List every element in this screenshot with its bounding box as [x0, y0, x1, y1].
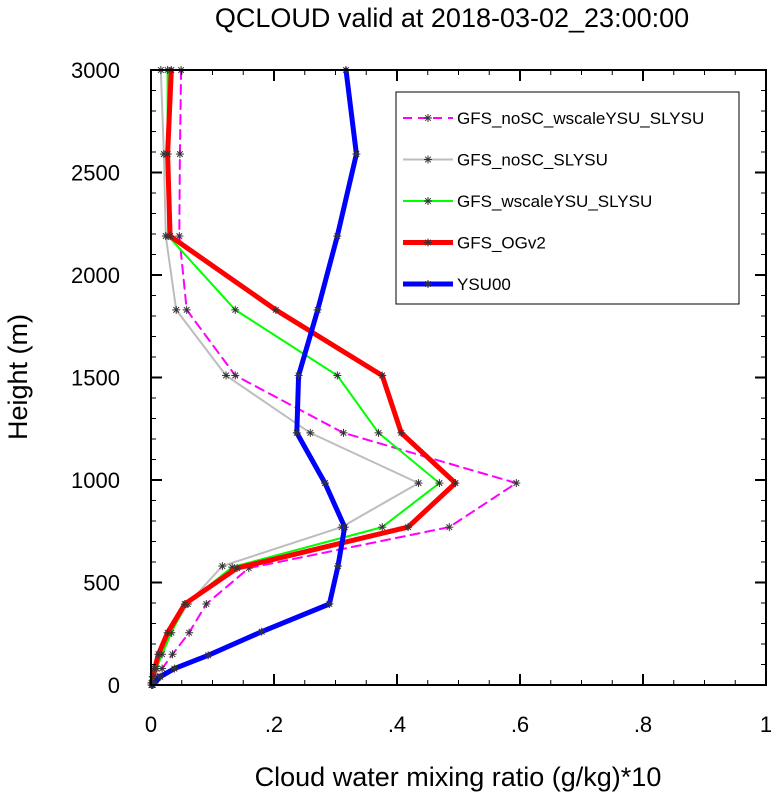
series-marker: [156, 672, 165, 681]
series-marker: [150, 664, 159, 673]
series-marker: [414, 479, 423, 488]
series-marker: [378, 523, 387, 532]
legend-marker: [424, 114, 432, 122]
series-marker: [445, 523, 454, 532]
series-marker: [218, 562, 227, 571]
series-line: [150, 67, 359, 688]
series-marker: [180, 600, 189, 609]
series-marker: [222, 371, 231, 380]
series-marker: [271, 305, 280, 314]
y-tick-label: 3000: [71, 58, 120, 83]
series-marker: [306, 428, 315, 437]
x-tick-label: 1: [760, 712, 772, 737]
series-marker: [166, 232, 175, 241]
series-marker: [257, 627, 266, 636]
series-marker: [158, 664, 167, 673]
series-marker: [451, 479, 460, 488]
legend-label: GFS_OGv2: [457, 234, 546, 253]
series-marker: [512, 479, 521, 488]
legend-label: GFS_noSC_SLYSU: [457, 151, 608, 170]
chart-title: QCLOUD valid at 2018-03-02_23:00:00: [215, 3, 689, 33]
series-marker: [168, 650, 177, 659]
ticks-layer: 0 .2 .4 .6 .8 1 0 500 1000 1500 2000 2500 3000: [71, 58, 772, 737]
legend-marker: [424, 280, 432, 288]
x-tick-label: .2: [265, 712, 283, 737]
series-marker: [182, 305, 191, 314]
legend-label: GFS_wscaleYSU_SLYSU: [457, 192, 652, 211]
y-tick-label: 2000: [71, 263, 120, 288]
series-marker: [333, 232, 342, 241]
series-marker: [325, 600, 334, 609]
legend-marker: [424, 238, 432, 247]
x-tick-label: .8: [634, 712, 652, 737]
legend-box: [395, 91, 740, 305]
series-marker: [231, 305, 240, 314]
y-tick-label: 2500: [71, 161, 120, 186]
legend-label: GFS_noSC_wscaleYSU_SLYSU: [457, 109, 704, 128]
series-marker: [202, 600, 211, 609]
series-marker: [204, 651, 213, 660]
series-marker: [172, 305, 181, 314]
x-tick-label: .4: [388, 712, 406, 737]
series-marker: [154, 650, 163, 659]
series-marker: [397, 428, 406, 437]
series-marker: [185, 628, 194, 637]
series-marker: [175, 150, 184, 159]
legend-marker: [424, 197, 432, 205]
y-axis-title: Height (m): [3, 314, 33, 440]
series-marker: [333, 562, 342, 571]
x-axis-title: Cloud water mixing ratio (g/kg)*10: [255, 762, 662, 792]
series-marker: [340, 523, 349, 532]
series-line: [151, 69, 518, 686]
series-marker: [233, 564, 242, 573]
series-marker: [435, 479, 444, 488]
series-marker: [352, 150, 361, 159]
y-tick-label: 1000: [71, 468, 120, 493]
series-marker: [170, 664, 179, 673]
series-marker: [374, 428, 383, 437]
legend-label: YSU00: [457, 275, 511, 294]
series-marker: [321, 479, 330, 488]
series-marker: [231, 371, 240, 380]
y-tick-label: 0: [108, 673, 120, 698]
series-marker: [313, 305, 322, 314]
series-marker: [163, 150, 172, 159]
series-marker: [333, 371, 342, 380]
x-tick-label: .6: [511, 712, 529, 737]
legend-marker: [424, 155, 432, 164]
legend-items: GFS_noSC_wscaleYSU_SLYSU GFS_noSC_SLYSU GF…: [403, 109, 704, 294]
y-tick-label: 500: [83, 571, 120, 596]
series-marker: [175, 232, 184, 241]
series-marker: [378, 371, 387, 380]
series-line: [149, 67, 458, 688]
x-tick-label: 0: [145, 712, 157, 737]
series-marker: [294, 371, 303, 380]
series-marker: [163, 628, 172, 637]
series-marker: [292, 428, 301, 437]
y-tick-label: 1500: [71, 366, 120, 391]
series-line: [150, 69, 420, 686]
legend: GFS_noSC_wscaleYSU_SLYSU GFS_noSC_SLYSU GF…: [395, 91, 740, 305]
series-marker: [339, 428, 348, 437]
series-marker: [404, 523, 413, 532]
